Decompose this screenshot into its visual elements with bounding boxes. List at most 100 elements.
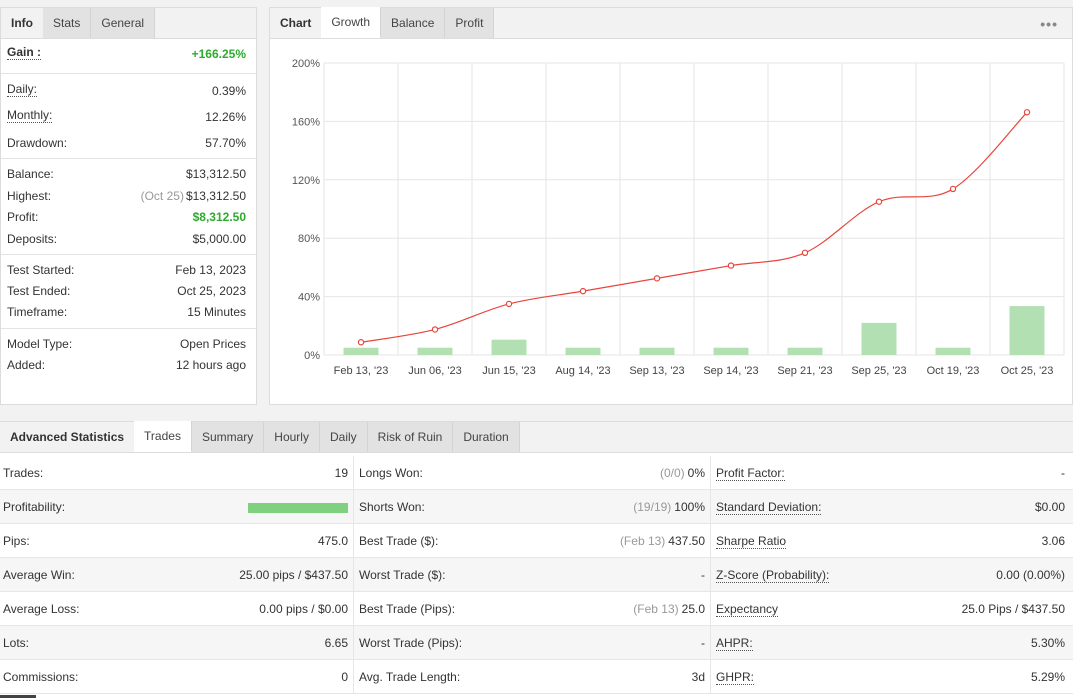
bar [1009,306,1045,355]
stat-label-text: Longs Won: [359,466,423,480]
stat-value-text: - [1061,466,1065,480]
data-point [949,185,957,193]
stat-label-text: Avg. Trade Length: [359,670,461,684]
stat-value-text: 25.00 pips / $437.50 [239,568,348,582]
stat-value-text: - [701,636,705,650]
timeframe-row: Timeframe: 15 Minutes [7,303,246,321]
stat-value: 25.00 pips / $437.50 [239,558,348,592]
daily-row: Daily: 0.39% [7,82,246,100]
x-tick-label: Jun 06, '23 [408,365,461,377]
advanced-tabbar: Advanced Statistics Trades Summary Hourl… [0,421,1073,453]
stat-value: 5.30% [1031,626,1065,660]
stat-value-text: - [701,568,705,582]
stat-value: 19 [335,456,348,490]
highest-row: Highest: (Oct 25) $13,312.50 [7,187,246,205]
stats-row: Trades: 19 Longs Won: (0/0) 0% Profit Factor:… [0,456,1073,490]
stat-value: 3.06 [1042,524,1065,558]
chart-panel: Chart Growth Balance Profit ••• 0% 40% 80%… [269,7,1073,405]
monthly-value: 12.26% [205,110,246,124]
y-tick-label: 160% [292,116,320,128]
x-tick-label: Sep 25, '23 [851,365,906,377]
stat-label[interactable]: Standard Deviation: [716,490,822,524]
tab-summary[interactable]: Summary [191,422,265,452]
added-value: 12 hours ago [175,358,246,372]
tab-daily[interactable]: Daily [319,422,368,452]
drawdown-label: Drawdown: [7,136,68,150]
stat-value: 25.0 Pips / $437.50 [962,592,1065,626]
tab-hourly[interactable]: Hourly [264,422,320,452]
stat-label: Avg. Trade Length: [359,660,460,694]
stat-value-text: 0.00 (0.00%) [996,568,1065,582]
stat-detail: (Feb 13) [633,602,679,616]
tab-growth[interactable]: Growth [321,7,382,38]
x-tick-label: Jun 15, '23 [482,365,535,377]
stat-label: Best Trade (Pips): [359,592,455,626]
test-ended-row: Test Ended: Oct 25, 2023 [7,282,246,300]
stat-label[interactable]: Expectancy [716,592,779,626]
data-point [357,339,365,346]
chart-tabbar: Chart Growth Balance Profit [270,7,1072,39]
stat-value-text: 475.0 [317,534,348,548]
advanced-statistics-panel: Advanced Statistics Trades Summary Hourl… [0,421,1073,698]
gain-value: +166.25% [191,47,246,61]
stat-label-text: Shorts Won: [359,500,425,514]
data-point [727,262,735,269]
tab-profit[interactable]: Profit [445,8,495,38]
growth-chart: 0% 40% 80% 120% 160% 200% Feb 13, '23 Jun 06, '… [292,58,1065,377]
x-tick-label: Feb 13, '23 [334,365,389,377]
stat-label[interactable]: Profit Factor: [716,456,785,490]
y-tick-label: 120% [292,175,320,187]
stat-label: Trades: [3,456,43,490]
highest-label: Highest: [7,189,52,203]
tab-duration[interactable]: Duration [453,422,520,452]
stat-label[interactable]: Sharpe Ratio [716,524,787,558]
gain-label[interactable]: Gain : [7,45,42,60]
stat-label-text: Profitability: [3,500,66,514]
data-point [431,326,439,333]
x-tick-label: Sep 13, '23 [629,365,684,377]
stat-label-text: Worst Trade (Pips): [359,636,463,650]
tab-chart[interactable]: Chart [270,8,322,38]
divider [1,73,256,74]
stat-label[interactable]: GHPR: [716,660,755,694]
stat-label: Average Win: [3,558,75,592]
stats-row: Commissions: 0 Avg. Trade Length: 3d GHPR: 5.… [0,660,1073,694]
stat-value-text: 5.30% [1030,636,1065,650]
stat-value-text: 437.50 [668,534,705,548]
stat-value-text: 3.06 [1041,534,1065,548]
stat-value-text: 25.0 [681,602,705,616]
stat-value: 5.29% [1031,660,1065,694]
profitability-bar [248,502,348,513]
stat-value: 475.0 [318,524,348,558]
stat-worst-trade-pips: Worst Trade (Pips): - [354,626,711,660]
stat-value-text: 0% [687,466,705,480]
stat-label: Longs Won: [359,456,423,490]
stat-value: (19/19) 100% [633,490,705,524]
stat-value-text: 0.00 pips / $0.00 [259,602,348,616]
drawdown-value: 57.70% [205,136,246,150]
highest-value: (Oct 25) $13,312.50 [141,187,246,205]
tab-stats[interactable]: Stats [43,8,92,38]
tab-advanced-statistics: Advanced Statistics [0,422,135,452]
stat-value-text: $0.00 [1034,500,1065,514]
stat-label[interactable]: AHPR: [716,626,753,660]
more-dots-icon[interactable]: ••• [1040,16,1058,32]
stat-sharpe-ratio: Sharpe Ratio 3.06 [711,524,1073,558]
tab-info[interactable]: Info [1,8,43,38]
stat-label-text: Expectancy [716,602,779,617]
tab-risk-of-ruin[interactable]: Risk of Ruin [367,422,454,452]
profit-row: Profit: $8,312.50 [7,208,246,226]
horizontal-scrollbar[interactable] [0,695,36,698]
bar [343,347,379,355]
daily-label[interactable]: Daily: [7,82,38,97]
balance-row: Balance: $13,312.50 [7,165,246,183]
data-point [579,287,587,295]
tab-balance[interactable]: Balance [381,8,446,38]
monthly-label[interactable]: Monthly: [7,108,53,123]
stat-label[interactable]: Z-Score (Probability): [716,558,830,592]
highest-date: (Oct 25) [140,189,184,203]
stat-label: Profitability: [3,490,65,524]
tab-general[interactable]: General [91,8,156,38]
tab-trades[interactable]: Trades [134,421,192,452]
stat-detail: (Feb 13) [619,534,666,548]
